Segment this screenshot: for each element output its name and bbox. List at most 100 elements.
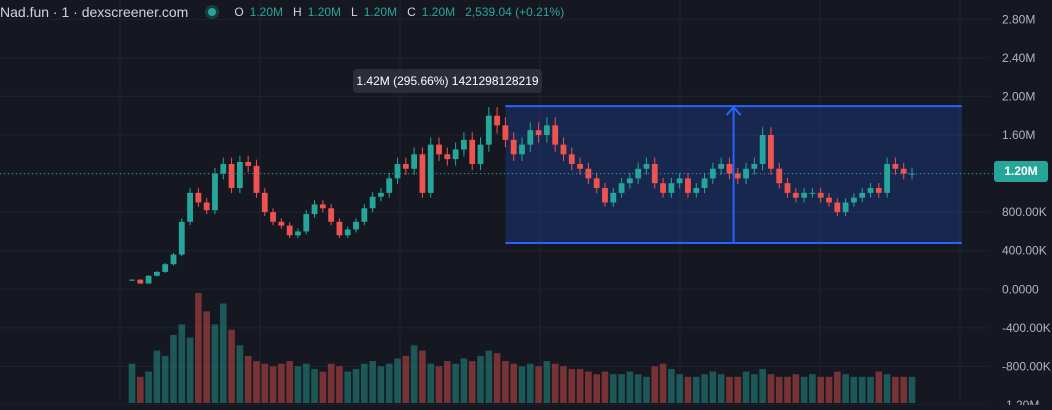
volume-bar bbox=[319, 371, 327, 403]
chart-legend: Nad.fun · 1 · dexscreener.com O 1.20M H … bbox=[0, 3, 564, 21]
candle-body bbox=[685, 178, 691, 193]
candle-body bbox=[319, 204, 326, 209]
low-label: L bbox=[351, 5, 358, 19]
volume-bar bbox=[253, 361, 260, 403]
volume-bar bbox=[493, 353, 501, 403]
candle-body bbox=[792, 192, 799, 198]
candle-body bbox=[884, 163, 891, 193]
volume-bar bbox=[692, 376, 700, 403]
candle-body bbox=[419, 154, 426, 193]
volume-bar bbox=[908, 376, 916, 403]
y-tick-label: 0.0000 bbox=[1002, 282, 1039, 296]
candle-body bbox=[162, 264, 169, 272]
volume-bar bbox=[626, 371, 634, 403]
volume-bar bbox=[485, 350, 493, 403]
volume-bar bbox=[128, 363, 136, 403]
volume-bar bbox=[410, 345, 418, 403]
candle-body bbox=[668, 183, 675, 193]
candle-body bbox=[245, 162, 252, 166]
candle-body bbox=[568, 154, 575, 164]
volume-bar bbox=[734, 376, 742, 403]
y-tick-label: 1.60M bbox=[1002, 128, 1035, 142]
candle-body bbox=[444, 154, 451, 160]
volume-bar bbox=[452, 363, 459, 403]
candle-body bbox=[743, 168, 749, 179]
volume-bar bbox=[701, 374, 708, 403]
volume-bar bbox=[302, 363, 310, 403]
candle-body bbox=[494, 115, 501, 126]
measure-tooltip: 1.42M (295.66%) 1421298128219 bbox=[353, 69, 542, 93]
candle-body bbox=[153, 271, 160, 276]
volume-bar bbox=[477, 355, 484, 403]
y-tick-label: -800.00K bbox=[1002, 359, 1051, 373]
volume-bar bbox=[219, 303, 227, 403]
volume-bar bbox=[543, 361, 551, 403]
candle-body bbox=[145, 275, 152, 284]
candle-body bbox=[286, 225, 293, 236]
volume-bar bbox=[136, 376, 144, 403]
volume-bar bbox=[867, 376, 874, 403]
volume-bar bbox=[560, 366, 567, 403]
volume-bar bbox=[203, 311, 210, 403]
candle-body bbox=[635, 168, 642, 179]
volume-bar bbox=[676, 374, 683, 403]
volume-bar bbox=[717, 374, 725, 403]
candle-body bbox=[751, 163, 758, 169]
candle-body bbox=[543, 125, 550, 135]
volume-bar bbox=[186, 337, 194, 403]
candle-body bbox=[461, 139, 467, 150]
volume-bar bbox=[892, 376, 899, 403]
volume-bar bbox=[170, 334, 177, 403]
candle-body bbox=[295, 231, 301, 236]
volume-bar bbox=[568, 368, 576, 403]
volume-bar bbox=[551, 363, 559, 403]
candle-body bbox=[693, 188, 700, 193]
candle-body bbox=[411, 154, 418, 169]
candle-body bbox=[577, 163, 583, 169]
volume-bar bbox=[825, 376, 833, 403]
candle-body bbox=[768, 135, 774, 169]
volume-bar bbox=[518, 366, 526, 403]
candle-body bbox=[212, 173, 218, 211]
volume-bar bbox=[211, 324, 219, 403]
volume-bar bbox=[427, 363, 435, 403]
volume-bar bbox=[651, 366, 659, 403]
candle-body bbox=[427, 144, 434, 193]
low-value: 1.20M bbox=[363, 5, 398, 19]
candle-body bbox=[676, 178, 683, 184]
y-tick-label: 800.00K bbox=[1002, 205, 1047, 219]
candle-body bbox=[734, 173, 741, 179]
volume-bar bbox=[377, 366, 385, 403]
volume-bar bbox=[336, 366, 343, 403]
candle-body bbox=[842, 202, 849, 213]
volume-bar bbox=[618, 374, 625, 403]
y-tick-label: 2.80M bbox=[1002, 12, 1035, 26]
volume-bar bbox=[244, 355, 252, 403]
volume-bar bbox=[593, 374, 600, 403]
candle-body bbox=[759, 135, 766, 164]
candle-body bbox=[228, 163, 235, 189]
candle-body bbox=[643, 163, 650, 169]
volume-bar bbox=[178, 324, 186, 403]
candle-body bbox=[178, 221, 185, 255]
volume-bar bbox=[576, 368, 584, 403]
candle-body bbox=[602, 188, 608, 203]
candle-body bbox=[867, 188, 874, 193]
volume-bar bbox=[161, 355, 169, 403]
candle-body bbox=[203, 202, 210, 211]
candle-body bbox=[477, 144, 484, 164]
candle-body bbox=[776, 168, 783, 184]
volume-bar bbox=[883, 374, 891, 403]
candle-body bbox=[311, 204, 318, 215]
volume-bar bbox=[767, 374, 775, 403]
volume-bar bbox=[526, 363, 534, 403]
volume-bar bbox=[800, 376, 808, 403]
volume-bar bbox=[759, 368, 766, 403]
volume-bar bbox=[419, 350, 426, 403]
candle-body bbox=[195, 192, 202, 203]
volume-bar bbox=[261, 363, 269, 403]
candle-body bbox=[485, 115, 492, 145]
candle-body bbox=[859, 192, 866, 198]
